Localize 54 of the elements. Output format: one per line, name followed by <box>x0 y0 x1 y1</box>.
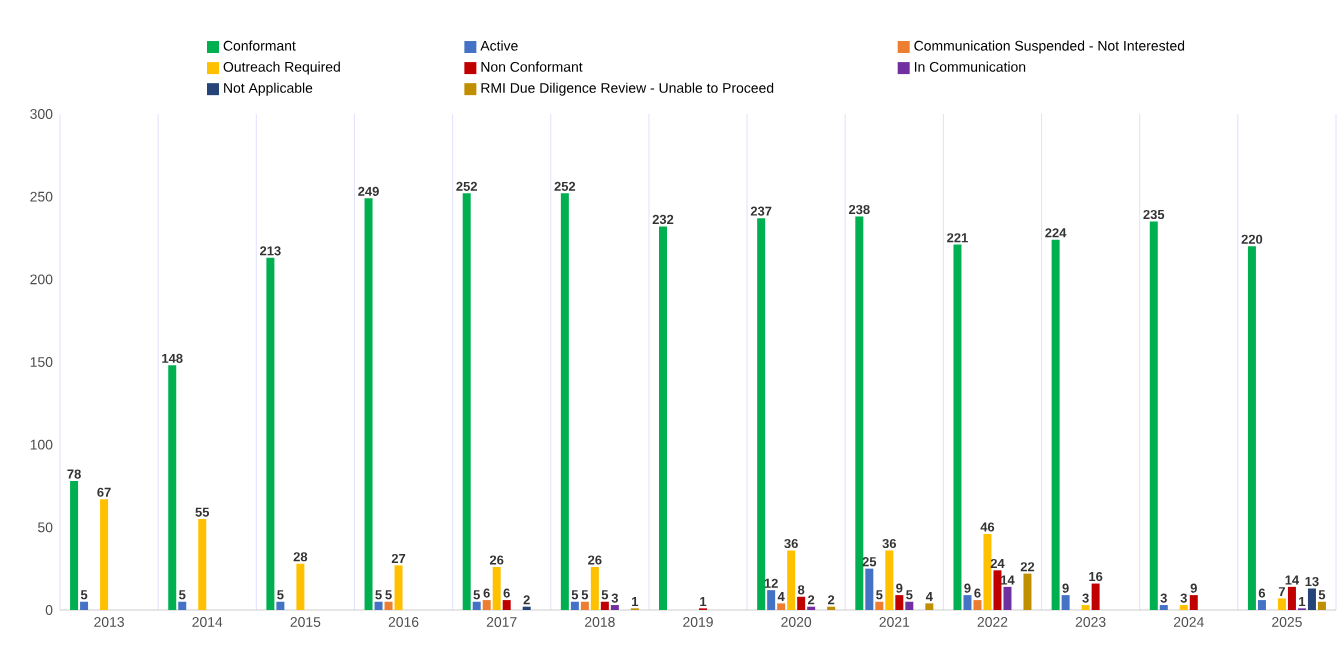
bar <box>600 601 609 610</box>
bar <box>787 550 796 610</box>
bar <box>198 519 207 610</box>
bar <box>895 595 904 610</box>
bar <box>580 601 589 610</box>
bar <box>276 601 285 610</box>
bar <box>659 226 668 610</box>
bar <box>1051 239 1060 610</box>
bar <box>1189 595 1198 610</box>
bar <box>266 257 275 610</box>
bar <box>570 601 579 610</box>
bar <box>993 570 1002 610</box>
bar <box>1149 221 1158 610</box>
bar <box>885 550 894 610</box>
bar <box>1307 588 1316 610</box>
bar <box>865 568 874 610</box>
bar <box>905 601 914 610</box>
bar <box>1317 601 1326 610</box>
bar <box>384 601 393 610</box>
bar <box>482 600 491 610</box>
bar <box>492 567 501 610</box>
bar <box>797 596 806 610</box>
bar <box>168 365 177 610</box>
bar <box>472 601 481 610</box>
bar <box>1257 600 1266 610</box>
bar <box>875 601 884 610</box>
bar <box>925 603 934 610</box>
bar <box>855 216 864 610</box>
bar <box>178 601 187 610</box>
bar <box>1061 595 1070 610</box>
bar <box>560 193 569 610</box>
bar <box>1003 586 1012 610</box>
bar <box>100 499 109 610</box>
bar <box>1287 586 1296 610</box>
bar <box>364 198 373 610</box>
bar <box>1247 246 1256 610</box>
bar <box>296 563 305 610</box>
bar <box>80 601 89 610</box>
bar <box>983 533 992 610</box>
bar <box>394 565 403 610</box>
bar <box>1023 573 1032 610</box>
bar <box>462 193 471 610</box>
bar <box>70 481 79 610</box>
bar <box>953 244 962 610</box>
bar <box>1091 583 1100 610</box>
bar <box>963 595 972 610</box>
bar <box>777 603 786 610</box>
bar <box>502 600 511 610</box>
bar <box>590 567 599 610</box>
bar <box>973 600 982 610</box>
bar <box>767 590 776 610</box>
bar <box>757 218 766 610</box>
bar <box>1277 598 1286 610</box>
bar <box>374 601 383 610</box>
